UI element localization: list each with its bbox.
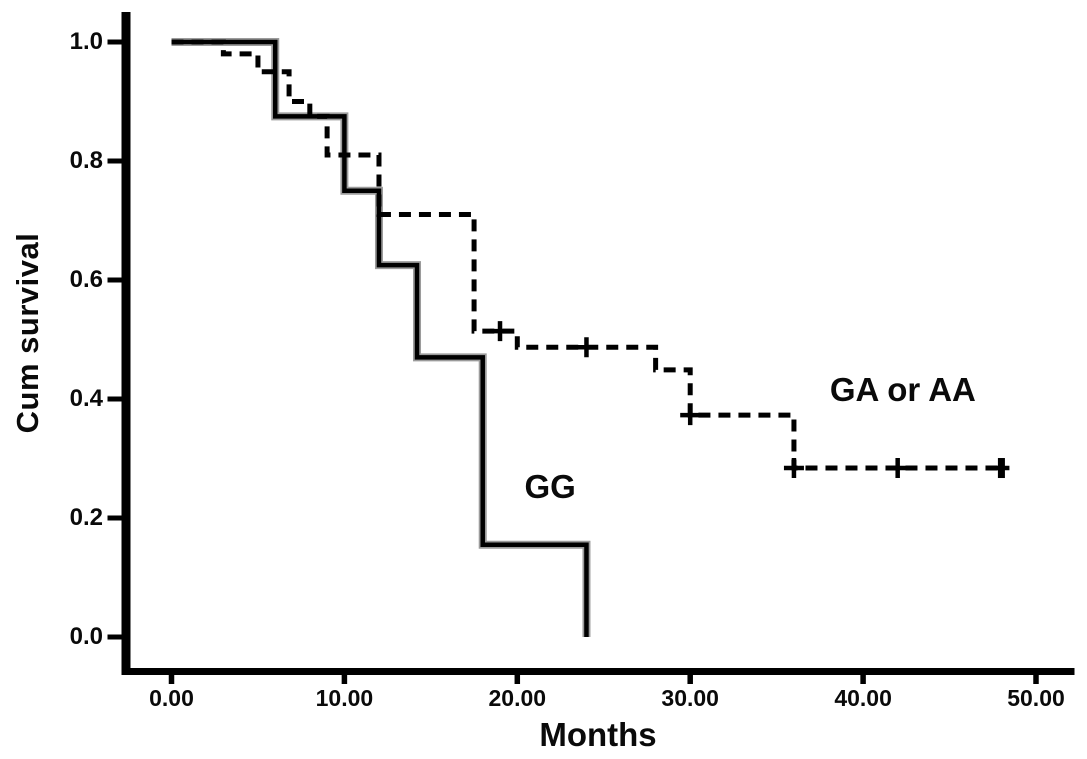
y-tick-label: 0.6 (69, 266, 103, 293)
x-tick-label: 20.00 (488, 685, 547, 711)
series-label-gg: GG (524, 468, 576, 506)
x-axis-title: Months (539, 716, 657, 753)
censor-mark (783, 458, 804, 479)
ga-aa-curve (171, 39, 1002, 471)
x-tick-label: 50.00 (1007, 685, 1065, 711)
x-axis-tick (514, 675, 521, 684)
x-axis-tick (168, 675, 175, 684)
y-axis-tick (107, 158, 122, 164)
x-axis-tick (341, 675, 348, 684)
y-tick-label: 0.2 (69, 504, 103, 531)
y-axis-line (121, 12, 131, 675)
y-axis-tick (107, 634, 122, 640)
terminal-censor-bar (997, 458, 1005, 479)
y-axis-tick (107, 515, 122, 521)
y-tick-label: 0.4 (69, 385, 103, 412)
x-tick-label: 40.00 (834, 685, 892, 711)
y-axis-title: Cum survival (10, 232, 45, 434)
gg-curve (171, 39, 589, 637)
y-axis-tick (107, 277, 122, 283)
x-axis-tick (860, 675, 866, 684)
gg-curve-shadow (171, 38, 591, 637)
x-axis-tick (1033, 675, 1039, 684)
x-tick-label: 0.00 (149, 685, 194, 711)
censor-mark (680, 405, 701, 426)
y-tick-label: 1.0 (69, 28, 103, 55)
y-tick-label: 0.8 (69, 147, 103, 174)
x-axis-tick (687, 675, 693, 684)
series-label-ga-or-aa: GA or AA (829, 371, 976, 409)
y-axis-tick (107, 396, 122, 402)
censor-mark (490, 321, 511, 342)
x-tick-label: 30.00 (661, 685, 719, 711)
y-axis-tick (107, 39, 122, 45)
x-tick-label: 10.00 (315, 685, 374, 711)
censor-mark (576, 337, 597, 358)
x-axis-line (121, 668, 1075, 675)
censor-mark (887, 458, 908, 479)
y-tick-label: 0.0 (69, 623, 103, 650)
